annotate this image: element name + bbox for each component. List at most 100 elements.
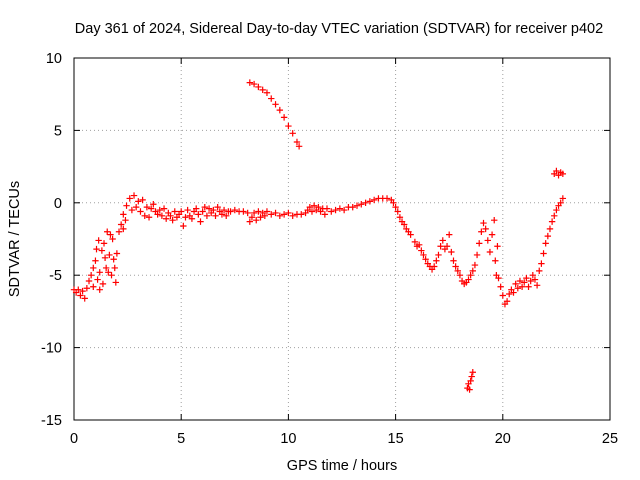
data-point [471,261,479,269]
data-point [212,212,219,220]
data-point [293,138,301,146]
data-point [529,272,537,279]
x-tick-label: 0 [70,431,78,447]
data-point [559,195,567,202]
data-point [143,203,151,211]
data-point [306,203,314,211]
data-point [268,95,275,102]
data-point [289,212,296,220]
data-point [120,211,127,218]
data-point [83,285,91,292]
data-point [433,257,440,264]
data-point [77,292,84,299]
data-point [506,290,513,298]
data-point [285,209,292,217]
data-point [553,167,560,175]
data-point [542,240,549,247]
data-point [75,286,82,293]
x-tick-label: 15 [388,431,404,447]
data-point [105,269,112,276]
data-point [527,277,534,285]
data-point [548,218,556,225]
data-point [195,211,202,218]
plot-frame [73,57,611,421]
data-point [218,211,226,218]
data-point [435,251,442,259]
data-point [415,241,423,248]
data-point [178,208,185,215]
data-point [109,235,116,243]
data-point [96,286,103,293]
data-point [495,274,502,282]
data-point [201,203,208,211]
data-point [94,276,101,283]
data-point [85,277,93,285]
series-night-dip [70,216,129,302]
data-point [480,219,487,227]
data-point [205,205,213,212]
data-point [439,237,446,244]
data-point [503,298,511,305]
data-point [450,257,457,264]
data-point [255,83,262,91]
data-point [469,369,476,376]
data-point [231,206,238,214]
data-point [366,198,374,205]
data-point [263,208,271,215]
data-point [112,279,120,286]
data-point [199,208,206,215]
data-point [210,206,217,214]
data-point [107,231,114,238]
series-outlier-low [464,369,476,393]
data-point [227,208,234,215]
data-point [120,225,127,233]
data-point [400,221,408,228]
data-point [197,218,204,225]
data-point [162,215,170,222]
data-point [430,263,438,270]
data-point [340,206,348,214]
data-point [113,250,121,257]
data-point [437,243,444,250]
data-point [115,228,123,235]
x-tick-label: 20 [495,431,511,447]
data-point [521,279,528,286]
data-point [443,243,451,250]
data-point [108,272,115,279]
data-point [298,211,305,218]
data-point [525,283,532,290]
data-point [248,214,256,221]
data-point [154,211,161,218]
data-point [328,208,335,215]
data-point [491,216,498,224]
data-point [392,203,399,211]
data-point [349,203,356,211]
data-point [180,222,187,230]
data-point [128,206,136,214]
data-point [546,225,554,233]
data-point [353,202,361,209]
data-point [531,276,539,283]
data-point [544,232,552,240]
data-point [87,272,95,279]
data-point [156,206,163,214]
data-point [246,218,254,225]
data-point [90,283,97,290]
data-point [135,198,142,205]
data-point [184,206,191,214]
data-point [188,215,196,222]
y-axis-label: SDTVAR / TECUs [7,181,23,297]
data-point [559,170,567,178]
data-point [268,211,275,218]
data-point [126,195,133,202]
data-point [494,243,501,250]
data-point [514,285,522,292]
data-point [362,199,369,206]
data-point [123,202,130,209]
data-point [422,256,429,263]
data-point [203,212,211,220]
data-point [257,214,264,221]
data-point [510,289,517,296]
data-point [407,231,414,238]
